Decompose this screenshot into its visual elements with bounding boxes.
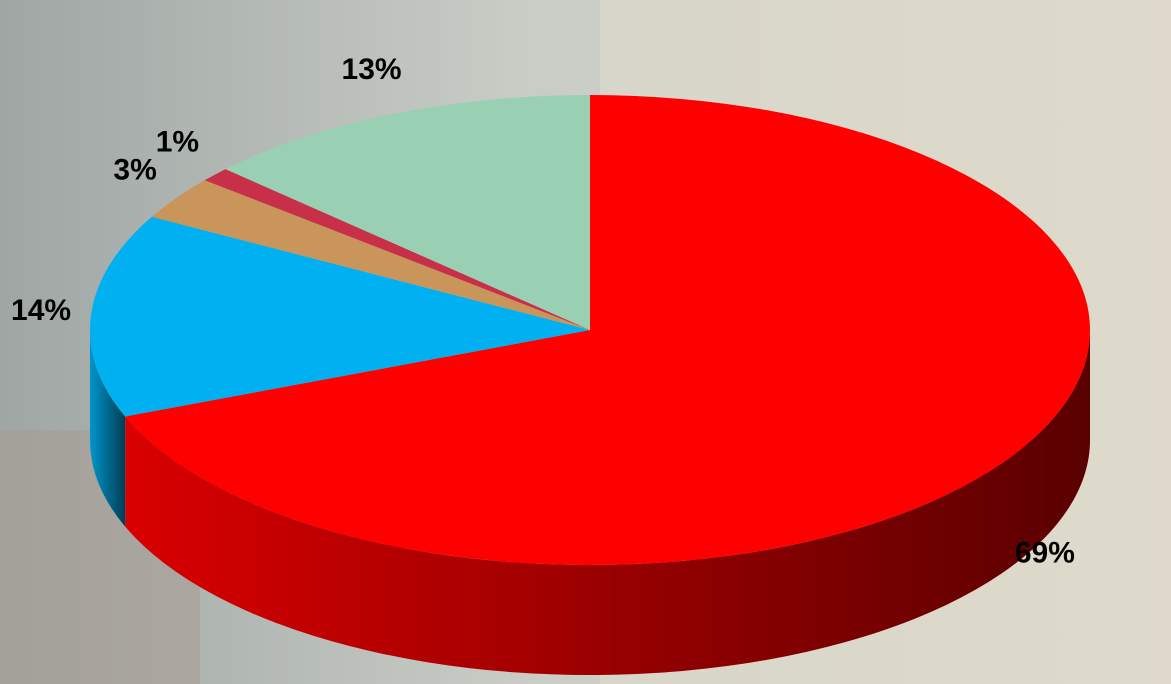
slice bbox=[225, 95, 590, 330]
data-label: 13% bbox=[342, 53, 402, 86]
slice bbox=[204, 169, 590, 330]
slice-side-shade bbox=[90, 330, 126, 527]
data-label: 14% bbox=[11, 294, 71, 327]
data-label: 3% bbox=[113, 153, 156, 186]
slice bbox=[90, 216, 590, 417]
slice bbox=[125, 95, 1090, 565]
slice bbox=[151, 180, 590, 330]
data-label: 69% bbox=[1015, 536, 1075, 569]
slice-side-shade bbox=[125, 330, 1090, 676]
data-label: 1% bbox=[156, 125, 199, 158]
